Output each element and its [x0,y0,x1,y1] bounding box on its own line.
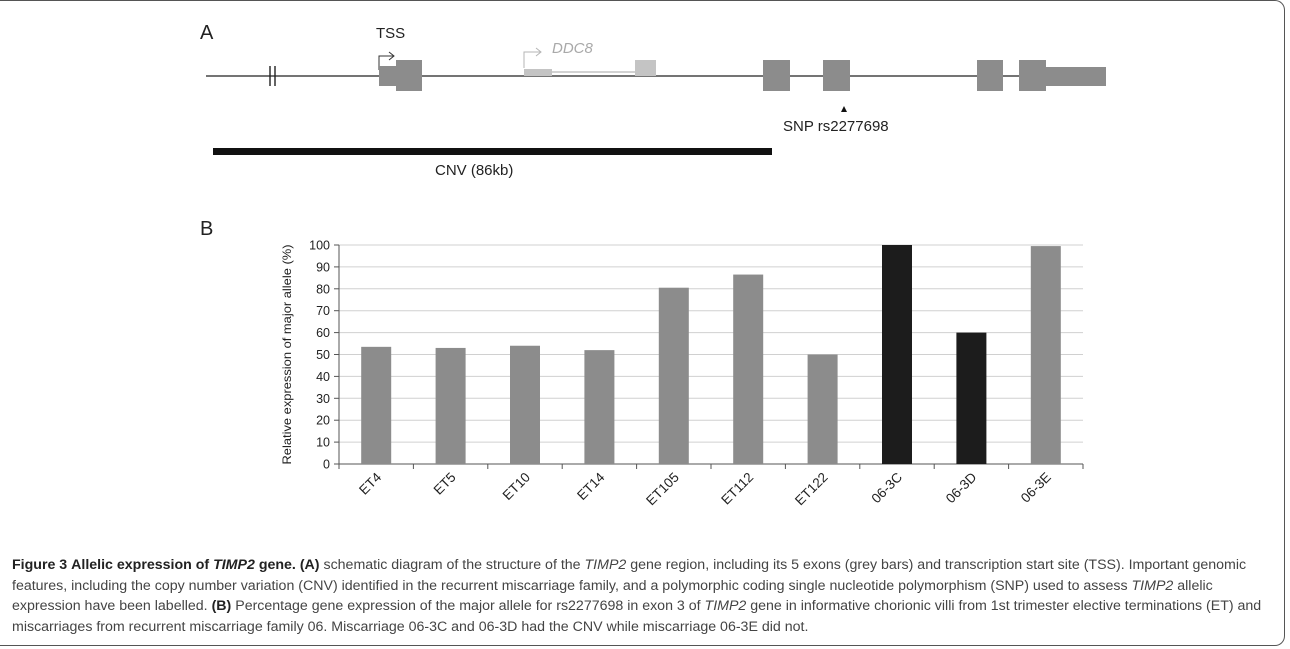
y-tick-label: 50 [316,348,330,362]
bar-et112 [733,274,764,464]
x-tick-label: ET112 [718,470,756,508]
x-tick-label: 06-3D [943,469,980,506]
snp-marker-icon [841,106,847,112]
bar-et5 [435,347,466,464]
cnv-bar [213,148,772,155]
x-tick-label: ET14 [574,469,608,503]
y-tick-label: 30 [316,392,330,406]
bar-et10 [510,345,540,464]
expression-bar-chart: 0 10 20 30 40 50 60 70 80 90 100 ET4 ET5 ET10 ET14 ET10… [280,239,1084,509]
x-tick-label: ET122 [792,470,831,509]
exon-3 [823,60,850,91]
tss-label: TSS [376,25,406,42]
x-tick-label: ET105 [643,470,682,509]
bar-layer [361,245,1061,464]
caption-gene-2: TIMP2 [1131,577,1174,594]
y-tick-label: 90 [316,260,330,274]
bar-06-3c [882,245,912,464]
y-tick-label: 40 [316,370,330,384]
bar-et4 [361,346,392,464]
x-tick-label: 06-3E [1018,470,1054,506]
exon-4 [977,60,1003,91]
bar-et122 [807,354,838,464]
caption-figure-number: Figure 3 [12,557,68,573]
caption-a-marker: (A) [299,557,320,573]
x-tick-label: ET4 [356,469,384,497]
figure-caption: Figure 3 Allelic expression of TIMP2 gen… [12,555,1274,637]
x-tick-label: ET10 [500,470,533,503]
bar-06-3e [1030,246,1061,464]
caption-a-text-1: schematic diagram of the structure of th… [323,557,581,573]
exon-5 [1019,60,1046,91]
exon-5-utr [1044,67,1106,86]
tss-arrow-icon [378,51,395,70]
y-tick-label: 100 [309,239,330,253]
panel-a-letter: A [200,22,214,44]
y-tick-label: 80 [316,282,330,296]
exon-1 [396,60,422,91]
y-axis-label: Relative expression of major allele (%) [280,244,294,464]
y-tick-label: 70 [316,304,330,318]
bar-et14 [584,350,615,464]
bar-06-3d [956,332,987,464]
caption-gene-1: TIMP2 [584,557,627,573]
panel-b-letter: B [200,218,214,240]
x-tick-label: 06-3C [869,469,906,506]
gene-diagram [206,47,1106,155]
ddc8-label: DDC8 [552,40,593,57]
x-tick-label: ET5 [431,470,459,498]
y-tick-label: 0 [323,458,330,472]
caption-title-gene: TIMP2 [213,557,255,573]
caption-a-text-3: allelic expression have been labelled. [12,577,1213,615]
ddc8-exon-3 [635,60,656,76]
y-tick-label: 60 [316,326,330,340]
y-tick-label: 20 [316,414,330,428]
caption-b-text-2: gene in informative chorionic villi from… [12,598,1262,635]
caption-b-text-1: Percentage gene expression of the major … [235,598,701,614]
ddc8-exon-2 [532,69,552,76]
cnv-label: CNV (86kb) [435,162,514,179]
exon-2 [763,60,790,91]
snp-label: SNP rs2277698 [783,118,889,135]
y-tick-label: 10 [316,436,330,450]
ddc8-arrow-icon [523,47,542,68]
caption-title-post: gene. [258,557,296,573]
caption-a-text-2: gene region, including its 5 exons (grey… [12,557,1247,594]
caption-title-pre: Allelic expression of [71,557,210,573]
caption-gene-3: TIMP2 [704,598,747,614]
exon-1-utr [379,66,397,86]
caption-b-marker: (B) [211,598,232,614]
bar-et105 [658,287,689,464]
